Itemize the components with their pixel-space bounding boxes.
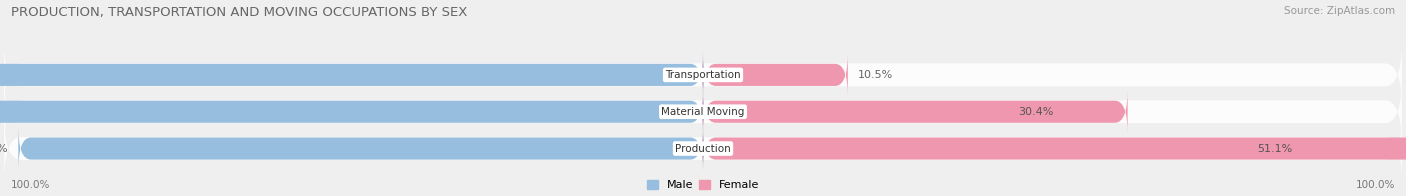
Text: 30.4%: 30.4% xyxy=(1018,107,1053,117)
Text: 48.9%: 48.9% xyxy=(0,143,8,153)
FancyBboxPatch shape xyxy=(703,53,848,97)
Text: PRODUCTION, TRANSPORTATION AND MOVING OCCUPATIONS BY SEX: PRODUCTION, TRANSPORTATION AND MOVING OC… xyxy=(11,6,468,19)
Text: 100.0%: 100.0% xyxy=(1355,180,1395,190)
Legend: Male, Female: Male, Female xyxy=(647,180,759,191)
Text: 51.1%: 51.1% xyxy=(1257,143,1292,153)
FancyBboxPatch shape xyxy=(703,90,1128,134)
FancyBboxPatch shape xyxy=(703,126,1406,171)
Text: Source: ZipAtlas.com: Source: ZipAtlas.com xyxy=(1284,6,1395,16)
FancyBboxPatch shape xyxy=(4,42,1402,108)
Text: Transportation: Transportation xyxy=(665,70,741,80)
Text: 10.5%: 10.5% xyxy=(858,70,893,80)
Text: Material Moving: Material Moving xyxy=(661,107,745,117)
FancyBboxPatch shape xyxy=(4,79,1402,144)
Text: Production: Production xyxy=(675,143,731,153)
FancyBboxPatch shape xyxy=(4,116,1402,181)
Text: 100.0%: 100.0% xyxy=(11,180,51,190)
FancyBboxPatch shape xyxy=(18,126,703,171)
FancyBboxPatch shape xyxy=(0,90,703,134)
FancyBboxPatch shape xyxy=(0,53,703,97)
